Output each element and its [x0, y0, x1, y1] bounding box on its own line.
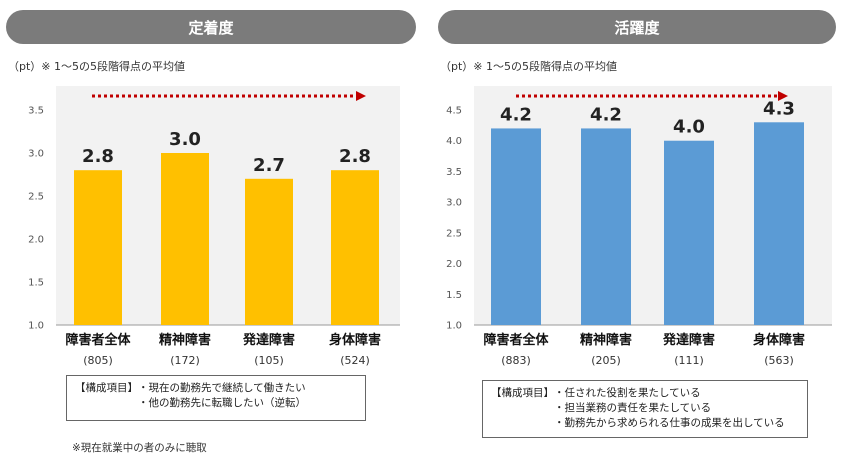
y-tick-label: 3.0	[28, 149, 44, 160]
retention-box-title: 【構成項目】	[75, 382, 138, 394]
bar	[581, 128, 631, 325]
y-tick-label: 2.0	[28, 235, 44, 246]
trend-arrow-head	[356, 91, 366, 101]
performance-box-title: 【構成項目】	[491, 387, 554, 399]
y-tick-label: 2.0	[446, 259, 462, 270]
data-label: 2.8	[339, 146, 371, 167]
sample-size-label: (111)	[674, 354, 704, 367]
category-label: 身体障害	[753, 332, 805, 348]
performance-components-box: 【構成項目】 ・任された役割を果たしている ・担当業務の責任を果たしている ・勤…	[482, 380, 808, 438]
performance-box-item: ・勤務先から求められる仕事の成果を出している	[554, 417, 785, 429]
performance-header: 活躍度	[438, 10, 836, 44]
y-tick-label: 1.5	[28, 278, 44, 289]
bar	[245, 178, 293, 325]
sample-size-label: (172)	[170, 354, 200, 367]
y-tick-label: 2.5	[28, 192, 44, 203]
bar	[754, 122, 804, 326]
bar	[161, 153, 209, 325]
sample-size-label: (883)	[501, 354, 531, 367]
retention-footnote: ※現在就業中の者のみに聴取	[72, 442, 207, 454]
retention-panel: 定着度 （pt）※ 1～5の5段階得点の平均値 1.0 1.5 2.0 2.5 3.0 3…	[6, 0, 416, 460]
category-label: 精神障害	[580, 332, 632, 348]
y-tick-label: 4.0	[446, 136, 462, 147]
performance-box-item: ・任された役割を果たしている	[554, 387, 701, 399]
retention-box-item: ・現在の勤務先で継続して働きたい	[138, 382, 306, 394]
data-label: 4.2	[500, 104, 532, 125]
y-tick-label: 2.5	[446, 228, 462, 239]
category-label: 発達障害	[242, 332, 295, 348]
performance-chart: 1.0 1.5 2.0 2.5 3.0 3.5 4.0 4.5 4.2 障害者全体 (883) 4.2…	[446, 86, 832, 367]
category-label: 障害者全体	[483, 332, 549, 348]
retention-header: 定着度	[6, 10, 416, 44]
y-tick-label: 1.5	[446, 290, 462, 301]
data-label: 4.2	[590, 104, 622, 125]
y-tick-label: 1.0	[446, 321, 462, 332]
data-label: 2.8	[82, 146, 114, 167]
y-tick-label: 4.5	[446, 106, 462, 117]
category-label: 身体障害	[329, 332, 381, 348]
bar	[331, 170, 379, 325]
performance-unit-note: （pt）※ 1～5の5段階得点の平均値	[440, 60, 618, 73]
trend-arrow-head	[778, 91, 788, 101]
category-label: 発達障害	[662, 332, 715, 348]
category-label: 障害者全体	[65, 332, 131, 348]
bar	[664, 140, 714, 325]
y-tick-label: 3.5	[446, 167, 462, 178]
sample-size-label: (563)	[764, 354, 794, 367]
retention-components-box: 【構成項目】 ・現在の勤務先で継続して働きたい ・他の勤務先に転職したい（逆転）	[66, 375, 366, 421]
performance-panel: 活躍度 （pt）※ 1～5の5段階得点の平均値 1.0 1.5 2.0 2.5 3.0 3…	[438, 0, 846, 460]
data-label: 2.7	[253, 155, 285, 176]
sample-size-label: (524)	[340, 354, 370, 367]
data-label: 4.3	[763, 98, 795, 119]
data-label: 3.0	[169, 129, 201, 150]
bar	[491, 128, 541, 325]
sample-size-label: (205)	[591, 354, 621, 367]
sample-size-label: (105)	[254, 354, 284, 367]
category-label: 精神障害	[159, 332, 211, 348]
sample-size-label: (805)	[83, 354, 113, 367]
y-tick-label: 1.0	[28, 321, 44, 332]
y-tick-label: 3.5	[28, 106, 44, 117]
retention-unit-note: （pt）※ 1～5の5段階得点の平均値	[8, 60, 186, 73]
retention-chart: 1.0 1.5 2.0 2.5 3.0 3.5 2.8 障害者全体 (805) 3.0 精神障害 (1…	[28, 86, 400, 367]
bar	[74, 170, 122, 325]
retention-box-item: ・他の勤務先に転職したい（逆転）	[138, 397, 306, 409]
data-label: 4.0	[673, 117, 705, 138]
performance-box-item: ・担当業務の責任を果たしている	[554, 402, 712, 414]
y-tick-label: 3.0	[446, 198, 462, 209]
